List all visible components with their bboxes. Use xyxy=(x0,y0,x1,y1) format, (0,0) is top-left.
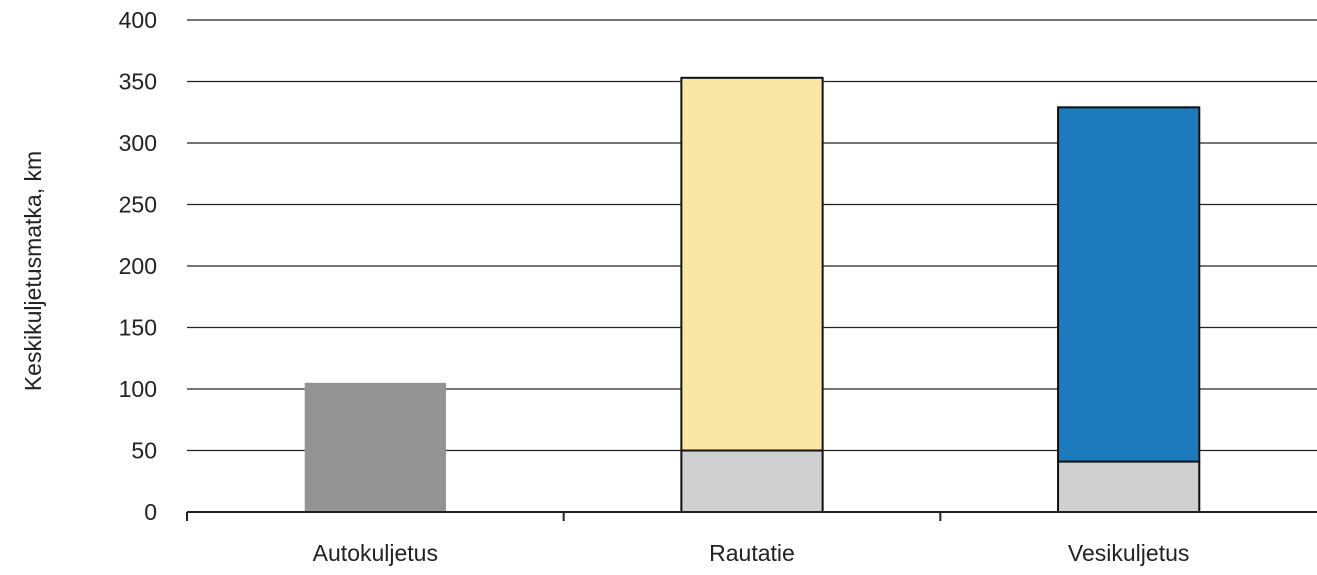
bar-segment xyxy=(1057,106,1201,463)
y-tick-label: 400 xyxy=(119,7,157,33)
bars xyxy=(304,76,1201,514)
bar-segment xyxy=(680,76,824,452)
y-tick-label: 200 xyxy=(119,253,157,279)
bar-segment xyxy=(1057,460,1201,514)
bar-segment xyxy=(680,449,824,513)
x-category-label: Rautatie xyxy=(709,540,795,566)
x-category-label: Autokuljetus xyxy=(313,540,438,566)
y-tick-label: 50 xyxy=(131,438,157,464)
y-tick-label: 0 xyxy=(144,499,157,525)
y-tick-label: 350 xyxy=(119,69,157,95)
x-axis-category-labels: Autokuljetus Rautatie Vesikuljetus xyxy=(313,540,1190,566)
y-tick-label: 300 xyxy=(119,130,157,156)
y-tick-label: 150 xyxy=(119,315,157,341)
y-tick-label: 100 xyxy=(119,376,157,402)
y-axis-title: Keskikuljetusmatka, km xyxy=(20,151,46,391)
x-category-label: Vesikuljetus xyxy=(1068,540,1189,566)
bar-segment xyxy=(304,382,446,512)
y-tick-label: 250 xyxy=(119,192,157,218)
x-axis xyxy=(186,511,1317,521)
y-axis-tick-labels: 0 50 100 150 200 250 300 350 400 xyxy=(119,7,157,525)
